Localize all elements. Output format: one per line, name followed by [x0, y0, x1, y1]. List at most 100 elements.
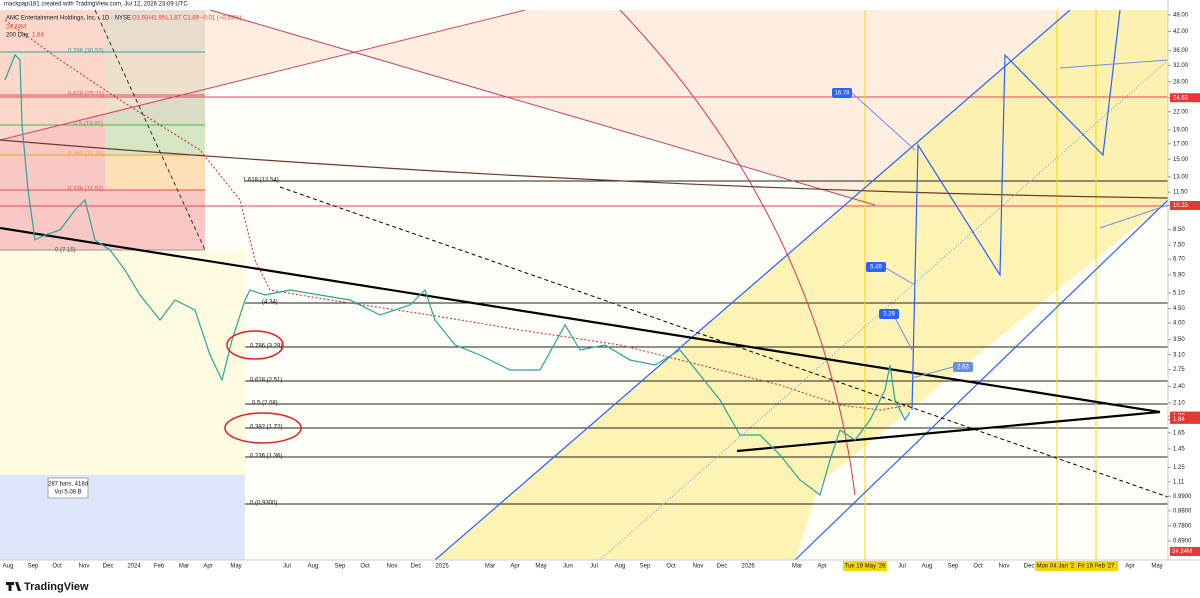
price-label: 1.65 [1173, 430, 1185, 436]
time-label: Jul [283, 564, 291, 570]
dashed-line [279, 186, 1168, 498]
time-label: Feb [154, 564, 165, 570]
symbol: AMC Entertainment Holdings, Inc. · 1D · … [6, 16, 131, 22]
ma-200 [4, 19, 911, 411]
fib-label: 0 (0.9300) [250, 501, 277, 507]
price-label: 1.25 [1173, 465, 1185, 471]
time-label: Nov [999, 564, 1010, 570]
time-label: Sep [640, 564, 651, 570]
time-label: Sep [948, 564, 959, 570]
trendline [0, 226, 1161, 414]
fib-label: 0.786 (30.53) [68, 49, 104, 55]
price-label: 2.40 [1173, 384, 1185, 390]
target-label: 16.78 [834, 91, 850, 97]
price-label: 4.00 [1173, 321, 1185, 327]
time-label: May [230, 564, 241, 570]
price-label: 1.84 [1173, 417, 1185, 423]
price-label: 0.6900 [1173, 539, 1192, 545]
arc [619, 10, 856, 496]
time-label: Aug [3, 564, 14, 570]
price-label: 0.9900 [1173, 494, 1192, 500]
fib-label: (4.34) [262, 300, 278, 306]
time-label: 2024 [127, 564, 141, 570]
price-label: 1.45 [1173, 446, 1185, 452]
time-label: Mon 04 Jan '27 [1037, 564, 1079, 570]
fan-line [0, 10, 526, 141]
price-label: 10.33 [1173, 203, 1189, 209]
time-label: Jun [563, 564, 573, 570]
fib-label: 0.236 (11.57) [68, 187, 103, 193]
time-flag [1074, 561, 1118, 571]
time-label: Dec [1024, 564, 1035, 570]
time-flag [1035, 561, 1079, 571]
price-flag [1170, 414, 1200, 424]
price-label: 5.10 [1173, 291, 1185, 297]
price-label: 36.00 [1173, 48, 1189, 54]
price-label: 42.00 [1173, 29, 1189, 35]
price-label: 22.00 [1173, 109, 1189, 115]
fib-label: 0.618 (25.21) [68, 92, 104, 98]
time-label: Mar [485, 564, 495, 570]
stats-box [47, 477, 89, 499]
price-label: 13.00 [1173, 175, 1189, 181]
price-label: 7.50 [1173, 243, 1185, 249]
price-label: 5.90 [1173, 272, 1185, 278]
fib-label: 0.5 (19.82) [74, 122, 103, 128]
time-label: Dec [103, 564, 114, 570]
dashed-line [94, 10, 206, 251]
time-label: Mar [179, 564, 189, 570]
volume: 24.24M [6, 25, 26, 31]
time-label: Mar [792, 564, 802, 570]
price-label: 11.50 [1173, 190, 1188, 196]
time-label: Oct [666, 564, 676, 570]
target-box [866, 262, 886, 272]
time-label: Nov [387, 564, 398, 570]
brand: TradingView [24, 581, 89, 593]
trendline [736, 410, 1161, 453]
volume-label: 24.24M [1172, 549, 1192, 555]
date-markers [864, 10, 1097, 560]
price-label: 0.7800 [1173, 523, 1192, 529]
price-label: 8.50 [1173, 227, 1185, 233]
fib-zone [105, 155, 205, 190]
price-label: 6.70 [1173, 257, 1185, 263]
ma-value: 1.84 [32, 33, 44, 39]
author-line: mackpapi181 created with TradingView.com… [4, 2, 188, 8]
time-label: 2025 [435, 564, 449, 570]
fib-label: 1.618 (12.54) [243, 178, 279, 184]
price-flag [1170, 93, 1200, 103]
time-label: Fri 19 Feb '27 [1078, 564, 1115, 570]
time-label: Apr [817, 564, 826, 570]
stats: 287 bars, 418d [48, 482, 88, 488]
fib-label: 0.618 (2.51) [250, 378, 282, 384]
price-label: 15.00 [1173, 157, 1189, 163]
time-label: Jul [898, 564, 906, 570]
time-label: May [535, 564, 546, 570]
time-label: Oct [360, 564, 370, 570]
price-flag [1170, 200, 1200, 210]
price-label: 3.50 [1173, 337, 1185, 343]
channel-fill [435, 10, 1168, 560]
target-leaders [851, 59, 1168, 379]
ohlc: H1.95 [149, 16, 166, 22]
price-label: 48.00 [1173, 13, 1189, 19]
fan-line [209, 10, 876, 206]
time-label: Dec [411, 564, 422, 570]
time-label: Apr [1125, 564, 1134, 570]
target-label: 3.29 [883, 312, 895, 318]
price [4, 53, 911, 497]
fib-label: 0.382 (1.72) [250, 425, 282, 431]
target-label: 2.63 [957, 365, 969, 371]
change: −0.01 (−0.53%) [200, 16, 241, 22]
circle [224, 412, 302, 444]
time-label: May [1151, 564, 1162, 570]
price-label: 3.10 [1173, 352, 1185, 358]
ohlc: L1.87 [166, 16, 182, 22]
stats: Vol 5.08 B [54, 490, 81, 496]
projection [911, 10, 1121, 411]
price-label: 19.00 [1173, 127, 1189, 133]
ohlc: O1.93 [132, 16, 149, 22]
